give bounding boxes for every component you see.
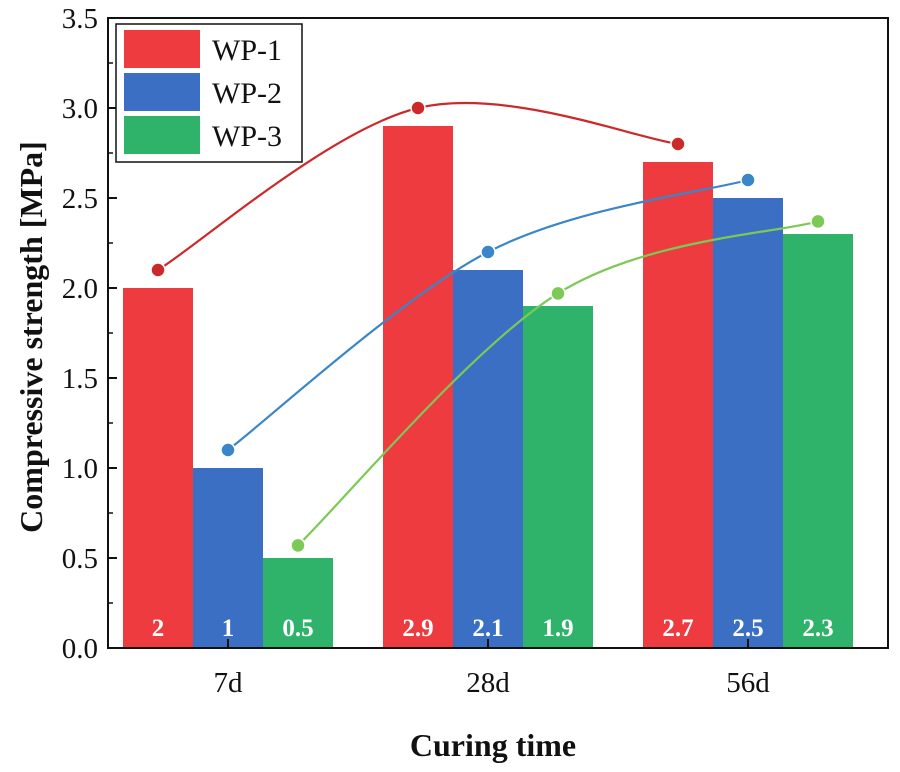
bar-wp-2-28d <box>453 270 523 648</box>
x-axis: 7d 28d 56d <box>214 639 770 699</box>
bar-wp-1-7d <box>123 288 193 648</box>
y-tick-label: 0.5 <box>62 543 98 575</box>
y-tick-label: 3.5 <box>62 3 98 35</box>
bar-wp-1-56d <box>643 162 713 648</box>
bar-label-wp-3-28d: 1.9 <box>542 615 573 642</box>
legend-swatch-wp-2 <box>124 73 200 111</box>
bar-label-wp-1-7d: 2 <box>152 615 165 642</box>
y-tick-label: 2.0 <box>62 273 98 305</box>
legend-label-wp-2: WP-2 <box>212 77 282 110</box>
legend: WP-1 WP-2 WP-3 <box>115 23 303 163</box>
bar-label-wp-3-56d: 2.3 <box>802 615 833 642</box>
bar-label-wp-2-7d: 1 <box>222 615 235 642</box>
trend-lines <box>150 100 826 554</box>
legend-label-wp-1: WP-1 <box>212 34 282 67</box>
trend-line-wp-3 <box>297 220 819 547</box>
x-tick-label: 56d <box>726 667 770 699</box>
bar-wp-3-7d <box>263 558 333 648</box>
bar-label-wp-3-7d: 0.5 <box>282 615 313 642</box>
bar-group <box>123 126 853 648</box>
trend-point-wp-2-28d <box>480 244 496 260</box>
x-tick-label: 28d <box>466 667 510 699</box>
bar-wp-2-56d <box>713 198 783 648</box>
y-tick-label: 1.5 <box>62 363 98 395</box>
legend-swatch-wp-1 <box>124 30 200 68</box>
bar-label-wp-1-56d: 2.7 <box>662 615 693 642</box>
bar-label-wp-2-56d: 2.5 <box>732 615 763 642</box>
trend-point-wp-3-56d <box>810 213 826 230</box>
trend-point-wp-1-7d <box>150 262 166 278</box>
x-axis-title: Curing time <box>410 727 576 763</box>
trend-point-wp-2-56d <box>740 172 756 188</box>
bar-label-wp-2-28d: 2.1 <box>472 615 503 642</box>
y-axis-title: Compressive strength [MPa] <box>13 141 49 533</box>
y-tick-label: 0.0 <box>62 633 98 665</box>
trend-point-wp-1-56d <box>670 136 686 152</box>
trend-point-wp-3-28d <box>550 285 566 302</box>
legend-label-wp-3: WP-3 <box>212 120 282 153</box>
bar-label-wp-1-28d: 2.9 <box>402 615 433 642</box>
trend-point-wp-3-7d <box>290 537 306 554</box>
y-tick-label: 3.0 <box>62 93 98 125</box>
trend-point-wp-1-28d <box>410 100 426 116</box>
legend-swatch-wp-3 <box>124 116 200 154</box>
y-axis: 0.0 0.5 1.0 1.5 2.0 2.5 3.0 3.5 <box>62 3 117 665</box>
bar-wp-3-56d <box>783 234 853 648</box>
bar-wp-3-28d <box>523 306 593 648</box>
x-tick-label: 7d <box>214 667 244 699</box>
y-tick-label: 2.5 <box>62 183 98 215</box>
bar-wp-1-28d <box>383 126 453 648</box>
bar-value-labels: 2 2.9 2.7 1 2.1 2.5 0.5 1.9 2.3 <box>152 615 834 642</box>
y-tick-label: 1.0 <box>62 453 98 485</box>
bar-wp-2-7d <box>193 468 263 648</box>
trend-point-wp-2-7d <box>220 442 236 458</box>
